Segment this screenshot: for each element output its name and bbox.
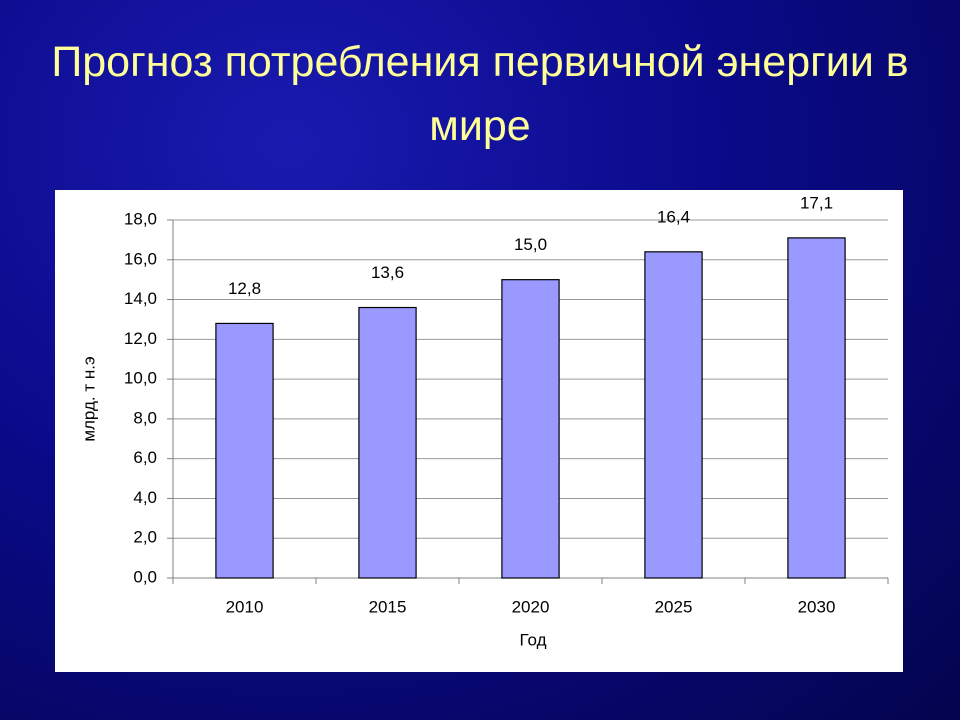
value-label: 15,0 <box>514 235 547 254</box>
x-axis-title: Год <box>519 630 546 649</box>
value-label: 16,4 <box>657 207 690 226</box>
x-tick-label: 2015 <box>369 597 407 616</box>
x-tick-label: 2030 <box>798 597 836 616</box>
bar <box>215 322 274 579</box>
y-tick-label: 8,0 <box>133 408 157 427</box>
y-tick-label: 4,0 <box>133 488 157 507</box>
y-tick-label: 18,0 <box>124 209 157 228</box>
value-label: 12,8 <box>228 279 261 298</box>
chart-area <box>55 190 903 672</box>
x-tick-label: 2020 <box>512 597 550 616</box>
y-tick-label: 16,0 <box>124 249 157 268</box>
slide-title: Прогноз потребления первичной энергии в … <box>51 38 909 150</box>
bar <box>644 251 703 579</box>
bar <box>358 306 417 579</box>
y-tick-label: 10,0 <box>124 369 157 388</box>
value-label: 17,1 <box>800 193 833 212</box>
y-tick-label: 2,0 <box>133 528 157 547</box>
y-tick-label: 6,0 <box>133 448 157 467</box>
y-tick-label: 12,0 <box>124 329 157 348</box>
x-tick-label: 2025 <box>655 597 693 616</box>
x-tick-label: 2010 <box>226 597 264 616</box>
y-tick-label: 0,0 <box>133 567 157 586</box>
bar <box>501 279 560 579</box>
value-label: 13,6 <box>371 263 404 282</box>
bar <box>787 237 846 579</box>
y-tick-label: 14,0 <box>124 289 157 308</box>
y-axis-title: млрд. т н.э <box>79 356 98 441</box>
